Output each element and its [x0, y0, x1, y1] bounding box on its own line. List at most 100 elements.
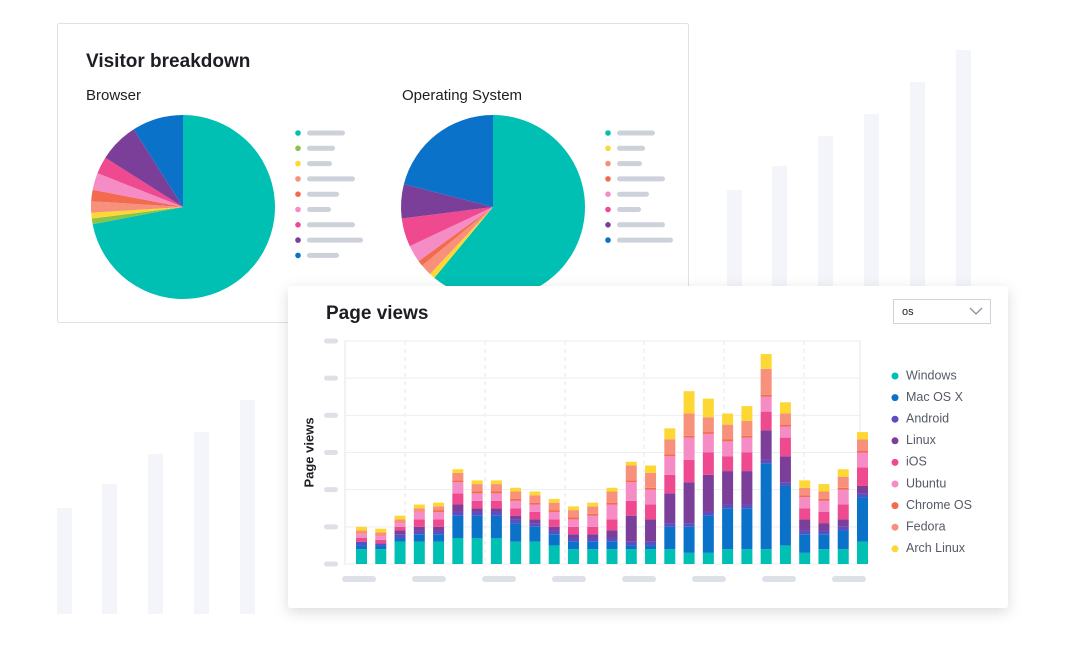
bar-segment — [683, 437, 695, 460]
bar-segment — [818, 523, 830, 531]
bar-segment — [413, 519, 425, 527]
bar-segment — [683, 526, 695, 553]
bar-segment — [625, 515, 637, 542]
bar-segment — [490, 491, 502, 494]
bar-segment — [471, 480, 483, 485]
pie-slice — [400, 184, 493, 219]
bar-segment — [567, 526, 579, 535]
bar-segment — [394, 530, 406, 535]
bar-segment — [799, 519, 811, 531]
bar-segment — [664, 549, 676, 564]
legend-dot — [891, 437, 899, 445]
bar-segment — [471, 511, 483, 516]
bar-segment — [645, 487, 657, 490]
bar-segment — [722, 456, 734, 472]
bar-segment — [394, 515, 406, 520]
bar-segment — [510, 515, 522, 520]
bar-segment — [490, 537, 502, 564]
bar-segment — [567, 534, 579, 538]
bar-segment — [645, 465, 657, 473]
bar-segment — [760, 411, 772, 431]
bar-segment — [645, 472, 657, 488]
bar-segment — [529, 526, 541, 542]
bar-segment — [664, 523, 676, 527]
bar-segment — [529, 502, 541, 505]
legend-placeholder — [307, 252, 339, 258]
bar-segment — [510, 498, 522, 501]
bar-segment — [548, 511, 560, 520]
bar-segment — [857, 485, 868, 494]
pie-slice — [91, 189, 183, 207]
bar-segment — [433, 530, 445, 535]
bar-segment — [760, 459, 772, 464]
dropdown-value[interactable]: os — [902, 306, 914, 318]
bar-segment — [645, 545, 657, 550]
pie-title: Operating System — [402, 87, 522, 104]
bar-segment — [606, 530, 618, 538]
bar-segment — [548, 519, 560, 527]
bar-segment — [683, 552, 695, 564]
bar-segment — [837, 487, 849, 490]
bar-segment — [375, 543, 387, 546]
bar-segment — [567, 517, 579, 520]
bar-segment — [722, 508, 734, 550]
bar-segment — [356, 549, 367, 564]
bar-segment — [529, 541, 541, 564]
bar-segment — [702, 433, 714, 453]
bar-segment — [799, 530, 811, 535]
bar-segment — [760, 394, 772, 397]
bar-segment — [375, 536, 387, 540]
bar-segment — [779, 402, 791, 414]
bar-segment — [741, 406, 753, 421]
bar-segment — [510, 508, 522, 516]
pie-slice — [418, 207, 493, 266]
bar-segment — [587, 526, 599, 535]
bar-segment — [356, 534, 367, 538]
y-tick-placeholder — [324, 338, 338, 344]
bar-segment — [490, 484, 502, 492]
bar-segment — [722, 504, 734, 509]
bar-segment — [837, 526, 849, 531]
legend-dot — [295, 252, 301, 259]
legend-dot — [891, 458, 899, 466]
bar-segment — [452, 480, 464, 483]
bar-segment — [818, 511, 830, 524]
legend-dot — [891, 394, 899, 402]
legend-dot — [605, 176, 611, 182]
pie-slice — [91, 207, 183, 219]
bar-segment — [625, 545, 637, 550]
bar-segment — [587, 502, 599, 507]
bar-segment — [664, 439, 676, 455]
bar-segment — [433, 506, 445, 511]
bar-segment — [606, 504, 618, 520]
bar-segment — [683, 391, 695, 414]
bar-segment — [818, 534, 830, 550]
bar-segment — [799, 552, 811, 564]
bar-segment — [356, 530, 367, 535]
pie-slice — [401, 207, 493, 247]
bar-segment — [375, 545, 387, 550]
bar-segment — [760, 396, 772, 412]
bar-segment — [529, 504, 541, 512]
legend-dot — [891, 523, 899, 531]
bar-segment — [818, 530, 830, 535]
bar-segment — [510, 487, 522, 492]
bar-segment — [587, 506, 599, 514]
bar-segment — [645, 489, 657, 505]
bar-segment — [857, 432, 868, 440]
bar-segment — [413, 534, 425, 542]
x-tick-placeholder — [482, 576, 516, 582]
x-tick-placeholder — [552, 576, 586, 582]
dropdown[interactable]: os — [893, 299, 991, 324]
bar-segment — [606, 491, 618, 503]
x-tick-placeholder — [832, 576, 866, 582]
pie-slice — [133, 115, 183, 207]
bar-segment — [760, 463, 772, 550]
bar-segment — [433, 526, 445, 531]
legend-dot — [891, 545, 899, 553]
legend-dot — [295, 222, 301, 228]
visitor-breakdown-card: Visitor breakdown Browser Operating Syste… — [57, 23, 689, 323]
legend-label: Fedora — [906, 519, 946, 533]
bar-segment — [413, 530, 425, 535]
bar-segment — [857, 452, 868, 468]
